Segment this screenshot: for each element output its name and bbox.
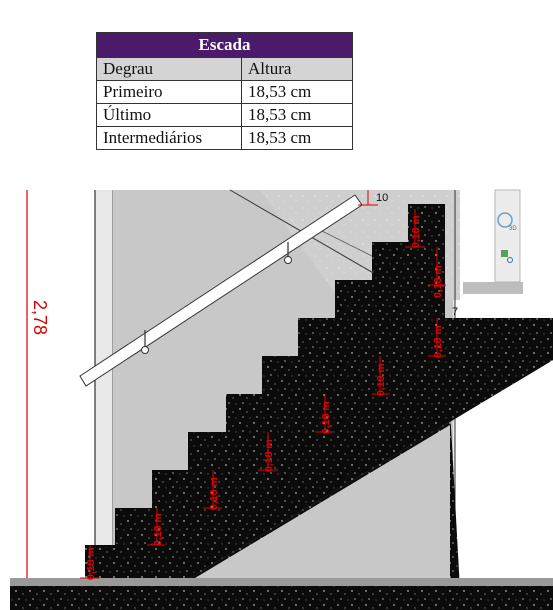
header-altura: Altura [241, 57, 353, 81]
riser-label: 0,18 m [85, 547, 97, 580]
riser-dimension-labels: 0,18 m 0,18 m 0,18 m 0,18 m 0,18 m 0,18 … [85, 215, 444, 580]
riser-label: 0,18 m [432, 265, 444, 298]
row-value: 18,53 cm [241, 80, 353, 104]
ground-slab [10, 586, 553, 610]
row-label: Último [96, 103, 242, 127]
riser-label: 0,18 m [152, 513, 164, 546]
riser-label: 0,18 m [263, 439, 275, 472]
ground-slab-line [10, 578, 553, 586]
row-value: 18,53 cm [241, 103, 353, 127]
table-title: Escada [96, 32, 353, 58]
step-number: 2 [172, 496, 178, 508]
row-value: 18,53 cm [241, 126, 353, 150]
table-row: Intermediários 18,53 cm [96, 126, 353, 150]
step-number: 5 [340, 382, 346, 394]
stair-height-table: Escada Degrau Altura Primeiro 18,53 cm Ú… [96, 32, 353, 150]
riser-label: 0,18 m [208, 477, 220, 510]
riser-dimensions [80, 190, 446, 579]
row-label: Primeiro [96, 80, 242, 104]
step-number: 1 [116, 534, 122, 546]
riser-label: 0,18 m [320, 401, 332, 434]
step-number: 3 [228, 458, 234, 470]
step-number: 8 [430, 268, 436, 280]
riser-label: 0,18 m [410, 215, 422, 248]
step-number: 7 [452, 306, 458, 318]
riser-label: 0,18 m [375, 363, 387, 396]
toolbar-panel [494, 189, 521, 283]
step-number: 6 [397, 344, 403, 356]
svg-text:3D: 3D [509, 226, 517, 232]
table-row: Primeiro 18,53 cm [96, 80, 353, 104]
stair-concrete [10, 204, 553, 590]
handrail-bracket [141, 242, 292, 354]
landing-slab [170, 318, 553, 590]
floor-slab-right [463, 282, 523, 294]
under-stair-wall [175, 425, 450, 590]
riser-label: 0,18 m [432, 325, 444, 358]
step-number: 10 [376, 192, 388, 204]
table-header-row: Degrau Altura [96, 57, 353, 81]
step-numbers: 1 2 3 4 5 6 7 8 9 10 [116, 192, 458, 546]
step-number: 4 [284, 420, 290, 432]
total-height-label: 2,78 [30, 300, 50, 335]
total-height-dimension: 2,78 [26, 190, 50, 610]
view-3d-icon[interactable]: 3D [497, 212, 517, 232]
zoom-icon[interactable] [501, 250, 513, 263]
step-number: 9 [426, 230, 432, 242]
row-label: Intermediários [96, 126, 242, 150]
table-row: Último 18,53 cm [96, 103, 353, 127]
